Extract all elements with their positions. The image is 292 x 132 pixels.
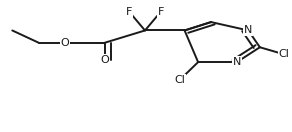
Text: N: N xyxy=(233,57,241,67)
Text: N: N xyxy=(244,25,253,36)
Text: O: O xyxy=(100,55,109,65)
Text: Cl: Cl xyxy=(174,75,185,85)
Text: F: F xyxy=(126,7,132,17)
Text: F: F xyxy=(158,7,164,17)
Text: O: O xyxy=(61,38,69,48)
Text: Cl: Cl xyxy=(279,49,290,59)
